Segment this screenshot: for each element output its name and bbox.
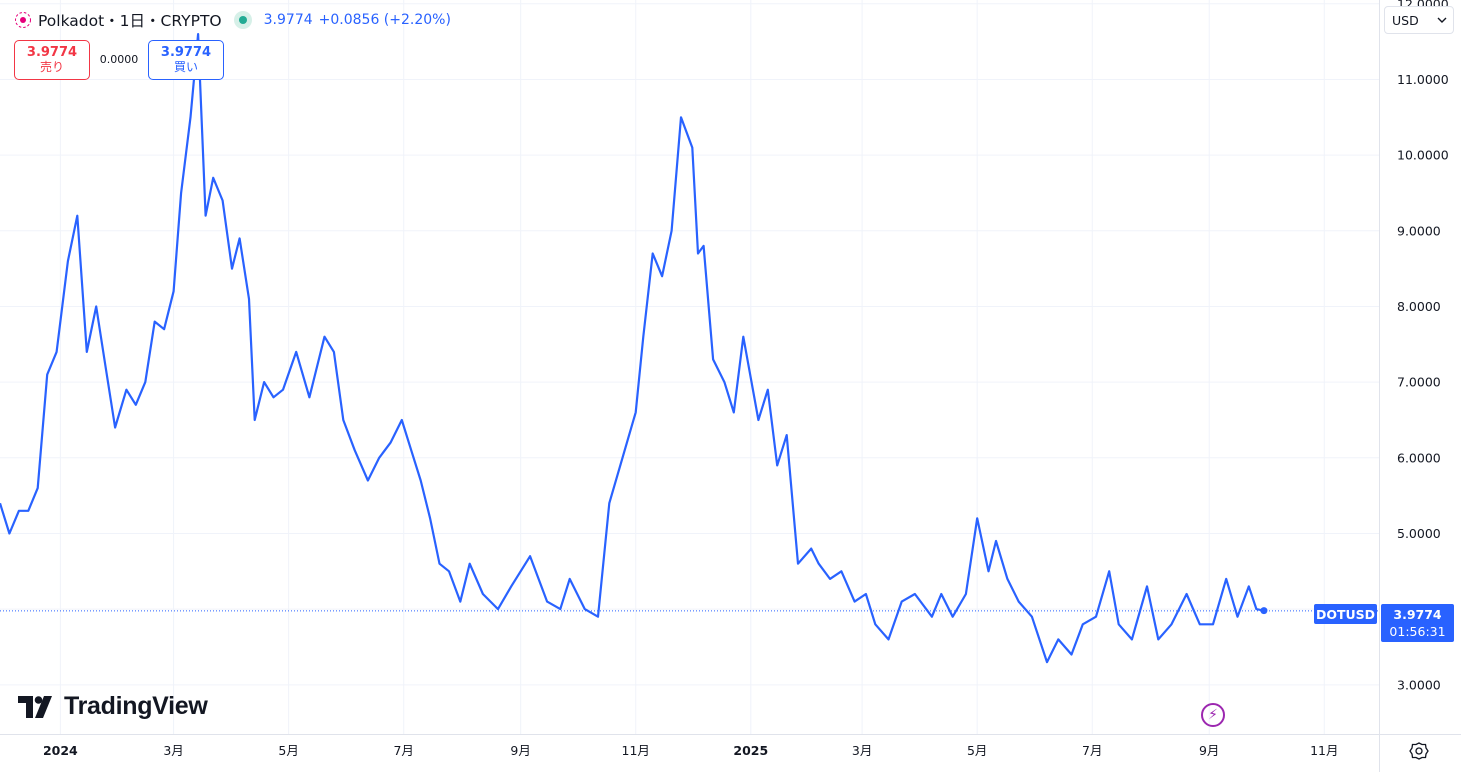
- gear-icon[interactable]: [1409, 741, 1429, 761]
- y-tick-label: 5.0000: [1397, 526, 1441, 541]
- buy-price: 3.9774: [160, 45, 212, 60]
- sell-label: 売り: [39, 60, 64, 74]
- symbol-legend: Polkadot・1日・CRYPTO 3.9774 +0.0856 (+2.20…: [14, 8, 451, 32]
- y-tick-label: 8.0000: [1397, 299, 1441, 314]
- x-tick-label: 7月: [1082, 743, 1102, 758]
- x-tick-label: 5月: [967, 743, 987, 758]
- market-open-dot-icon: [233, 11, 252, 29]
- x-tick-label: 2024: [43, 743, 78, 758]
- buy-button[interactable]: 3.9774 買い: [148, 40, 224, 80]
- currency-select[interactable]: USD: [1384, 6, 1454, 34]
- x-tick-label: 2025: [733, 743, 768, 758]
- brand-name: TradingView: [64, 692, 208, 720]
- bar-countdown: 01:56:31: [1389, 624, 1446, 639]
- y-tick-label: 12.0000: [1397, 0, 1449, 11]
- polkadot-logo-icon: [14, 11, 32, 29]
- y-tick-label: 9.0000: [1397, 223, 1441, 238]
- last-price-point: [1260, 607, 1268, 615]
- y-tick-label: 7.0000: [1397, 375, 1441, 390]
- buy-label: 買い: [173, 60, 198, 74]
- lightning-icon[interactable]: ⚡: [1201, 703, 1225, 727]
- y-tick-label: 3.0000: [1397, 677, 1441, 692]
- y-tick-label: 11.0000: [1397, 72, 1449, 87]
- price-series-line: [0, 32, 1265, 664]
- price-axis-divider: [1379, 0, 1380, 772]
- chevron-down-icon: [1437, 17, 1447, 23]
- currency-value: USD: [1392, 12, 1419, 28]
- x-tick-label: 7月: [393, 743, 413, 758]
- x-tick-label: 9月: [510, 743, 530, 758]
- time-axis-divider: [0, 734, 1461, 735]
- x-tick-label: 9月: [1199, 743, 1219, 758]
- tradingview-mark-icon: [18, 695, 52, 718]
- x-tick-label: 5月: [278, 743, 298, 758]
- y-tick-label: 6.0000: [1397, 450, 1441, 465]
- x-tick-label: 3月: [852, 743, 872, 758]
- price-change: +0.0856 (+2.20%): [318, 12, 451, 28]
- ticker-label: DOTUSD: [1314, 604, 1377, 624]
- y-tick-label: 10.0000: [1397, 148, 1449, 163]
- sell-price: 3.9774: [26, 45, 78, 60]
- x-tick-label: 11月: [622, 743, 650, 758]
- last-price: 3.9774: [263, 12, 313, 28]
- spread-value: 0.0000: [99, 53, 139, 66]
- x-tick-label: 3月: [163, 743, 183, 758]
- sell-button[interactable]: 3.9774 売り: [14, 40, 90, 80]
- x-tick-label: 11月: [1310, 743, 1338, 758]
- last-price-value: 3.9774: [1393, 607, 1442, 622]
- last-price-tag: 3.9774 01:56:31: [1381, 604, 1454, 642]
- tradingview-logo[interactable]: TradingView: [18, 692, 208, 721]
- symbol-title[interactable]: Polkadot・1日・CRYPTO: [38, 12, 222, 30]
